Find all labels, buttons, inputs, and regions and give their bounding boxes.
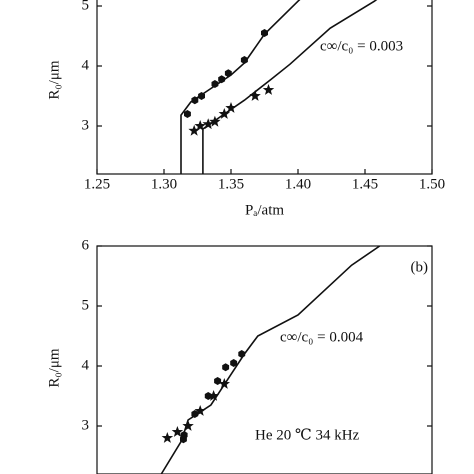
star-marker — [249, 90, 261, 101]
hexagon-marker — [191, 410, 199, 418]
y-tick-label: 5 — [82, 297, 90, 313]
star-marker — [207, 390, 220, 401]
hexagon-marker — [184, 110, 191, 118]
star-marker — [161, 432, 174, 443]
hexagon-marker — [222, 363, 230, 372]
x-tick-label: 1.25 — [84, 176, 110, 192]
y-tick-label: 4 — [82, 57, 90, 73]
hexagon-marker — [198, 92, 205, 100]
y-tick-label: 3 — [82, 417, 90, 433]
star-marker — [194, 405, 206, 416]
plot-frame — [96, 245, 433, 474]
y-tick-label: 3 — [82, 117, 90, 133]
hexagon-marker — [191, 96, 199, 105]
annotation: (b) — [411, 259, 429, 275]
star-marker — [225, 102, 237, 113]
plot-frame — [96, 0, 433, 175]
x-axis-label: Pₐ/atm — [245, 202, 284, 218]
y-tick-label: 5 — [82, 0, 90, 13]
hexagon-marker — [211, 80, 219, 88]
star-marker — [194, 120, 206, 131]
hexagon-marker — [204, 392, 212, 400]
curve — [202, 0, 378, 174]
star-marker — [209, 115, 221, 127]
hexagon-marker — [261, 29, 268, 37]
star-marker — [171, 426, 184, 437]
y-tick-label: 4 — [82, 357, 90, 373]
star-marker — [202, 118, 214, 130]
star-marker — [188, 124, 200, 136]
annotation: c∞/c₀ = 0.003 — [320, 38, 403, 54]
hexagon-marker — [238, 350, 246, 358]
hexagon-marker — [180, 431, 188, 439]
annotation: He 20 ℃ 34 kHz — [255, 427, 360, 443]
star-marker — [218, 378, 230, 389]
x-tick-label: 1.35 — [218, 176, 244, 192]
hexagon-marker — [230, 359, 238, 367]
star-marker — [262, 84, 275, 95]
x-tick-label: 1.40 — [285, 176, 311, 192]
annotation: c∞/c₀ = 0.004 — [280, 329, 364, 345]
y-axis-label: R₀/μm — [46, 60, 62, 99]
x-tick-label: 1.45 — [352, 176, 378, 192]
hexagon-marker — [214, 377, 222, 385]
x-tick-label: 1.30 — [151, 176, 177, 192]
x-tick-label: 1.50 — [419, 176, 445, 192]
y-axis-label: R₀/μm — [46, 348, 62, 387]
star-marker — [218, 108, 230, 119]
hexagon-marker — [240, 56, 248, 64]
hexagon-marker — [218, 75, 226, 84]
hexagon-marker — [224, 69, 232, 78]
y-tick-label: 6 — [82, 237, 90, 253]
star-marker — [182, 420, 194, 431]
